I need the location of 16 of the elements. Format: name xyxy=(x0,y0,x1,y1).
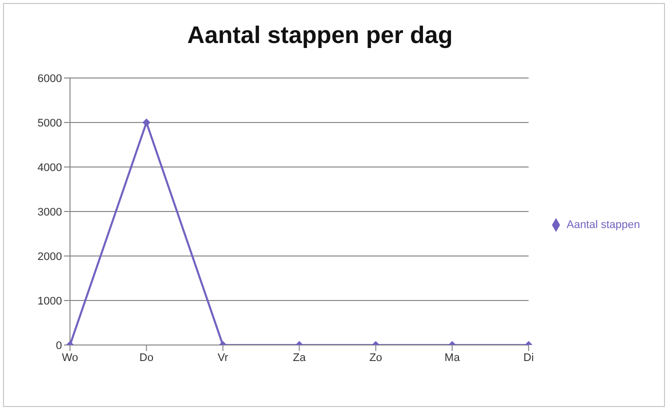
x-tick-label: Zo xyxy=(369,352,382,364)
x-tick-label: Di xyxy=(523,352,534,364)
y-tick-label: 5000 xyxy=(38,117,62,130)
y-tick-label: 4000 xyxy=(38,162,62,174)
y-tick-label: 1000 xyxy=(38,295,62,308)
y-tick-label: 6000 xyxy=(38,72,62,85)
x-tick-label: Wo xyxy=(62,352,78,364)
x-tick-label: Vr xyxy=(218,352,228,364)
y-tick-label: 3000 xyxy=(38,206,62,218)
x-tick-label: Ma xyxy=(444,352,461,364)
y-tick-label: 0 xyxy=(56,340,62,352)
y-tick-label: 2000 xyxy=(38,250,62,263)
legend-label: Aantal stappen xyxy=(566,218,640,231)
x-tick-label: Do xyxy=(139,352,154,364)
x-tick-label: Za xyxy=(292,352,307,364)
chart-title: Aantal stappen per dag xyxy=(186,22,454,50)
